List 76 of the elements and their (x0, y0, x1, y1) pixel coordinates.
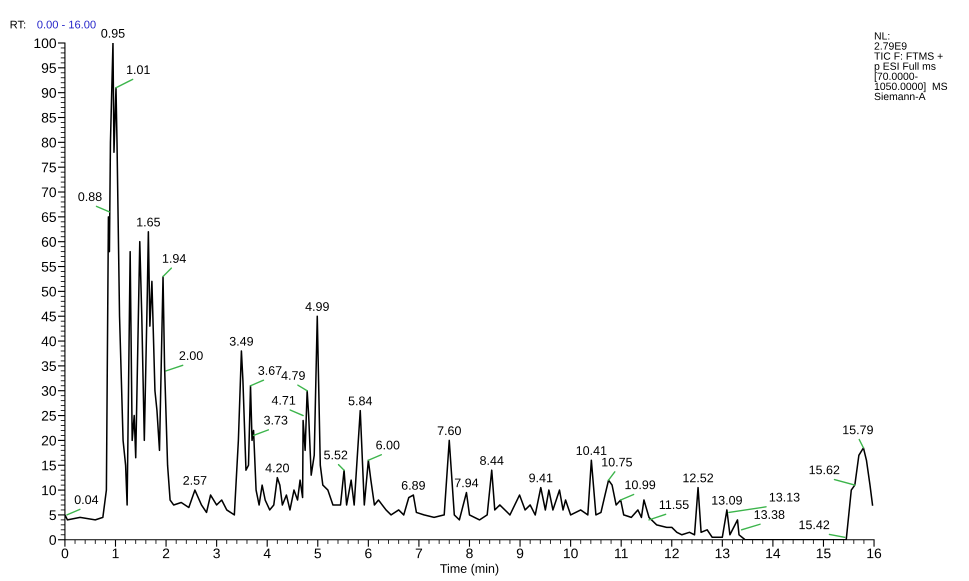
y-tick-label: 95 (42, 63, 56, 73)
annotation: 8.44 (480, 456, 504, 465)
x-tick-label: 3 (213, 548, 220, 558)
annotation: 10.41 (576, 446, 606, 456)
annotation: 1.01 (127, 65, 150, 74)
annotation: 13.09 (712, 496, 742, 505)
annotation: 9.41 (529, 473, 552, 482)
y-tick-label: 20 (42, 436, 56, 446)
annotation: 0.88 (78, 192, 102, 202)
y-tick-label: 35 (42, 361, 56, 372)
annotation: 0.95 (101, 28, 125, 38)
y-tick-label: 70 (42, 187, 56, 198)
x-tick-label: 7 (416, 548, 422, 558)
annotation: 3.49 (230, 336, 253, 346)
x-tick-label: 8 (466, 548, 473, 558)
y-tick-label: 15 (42, 460, 56, 470)
text: 0.00 - 16.00 (37, 20, 96, 28)
text: RT: (10, 20, 26, 28)
annotation: 2.57 (183, 476, 206, 485)
annotation: 13.13 (770, 492, 800, 502)
annotation: 2.00 (180, 351, 203, 360)
x-tick-label: 10 (564, 548, 578, 558)
y-tick-label: 90 (42, 88, 56, 98)
annotation: 10.75 (602, 458, 632, 467)
annotation: 6.00 (376, 440, 400, 450)
annotation: 3.67 (258, 366, 282, 375)
y-tick-label: 55 (42, 262, 56, 272)
x-tick-label: 6 (365, 548, 372, 558)
x-tick-label: 13 (716, 548, 730, 558)
x-tick-label: 11 (615, 548, 628, 558)
annotation: 10.99 (625, 480, 656, 490)
annotation: 4.79 (281, 371, 305, 380)
annotation: 3.73 (264, 416, 288, 425)
x-tick-label: 16 (867, 548, 882, 558)
y-tick-label: 50 (42, 286, 56, 297)
annotation: 11.55 (660, 500, 689, 510)
y-tick-label: 25 (42, 410, 56, 421)
y-tick-label: 45 (41, 312, 56, 322)
annotation: 1.65 (137, 218, 160, 227)
x-tick-label: 14 (766, 548, 780, 558)
x-tick-label: 5 (314, 548, 322, 558)
y-tick-label: 65 (42, 212, 56, 222)
annotation: 6.89 (402, 480, 425, 490)
annotation: 13.38 (754, 510, 784, 520)
annotation: 15.62 (810, 465, 840, 474)
x-tick-label: 1 (112, 548, 119, 558)
y-tick-label: 10 (42, 485, 56, 496)
x-tick-label: 9 (516, 548, 524, 558)
x-tick-label: 15 (816, 548, 831, 558)
x-tick-label: 12 (665, 548, 679, 558)
x-tick-label: 2 (162, 548, 170, 558)
y-tick-label: 80 (42, 138, 56, 148)
annotation: 5.84 (348, 396, 372, 406)
x-tick-label: 0 (62, 548, 68, 558)
y-tick-label: 5 (49, 510, 56, 520)
y-tick-label: 85 (42, 112, 56, 123)
annotation: 4.99 (305, 302, 329, 311)
annotation: 12.52 (683, 473, 714, 482)
y-tick-label: 30 (42, 386, 56, 396)
x-tick-label: 4 (264, 548, 271, 558)
y-tick-label: 60 (42, 237, 56, 247)
y-tick-label: 0 (49, 535, 56, 545)
y-tick-label: 75 (42, 162, 56, 172)
y-tick-label: 100 (34, 38, 56, 48)
x-axis-title: Time (min) (440, 564, 498, 576)
y-tick-label: 40 (41, 336, 56, 346)
annotation: 7.60 (438, 426, 461, 436)
annotation: 0.04 (74, 495, 98, 504)
annotation: 5.52 (324, 450, 348, 460)
annotation: 7.94 (454, 478, 478, 488)
annotation: 1.94 (162, 254, 186, 263)
annotation: 15.42 (799, 520, 830, 530)
annotation: 4.20 (265, 464, 289, 472)
annotation: 15.79 (843, 425, 873, 434)
annotation: 4.71 (272, 396, 296, 405)
text: NL: 2.79E9 TIC F: FTMS + p ESI Full ms [70.0000- 1050.0000] MS Siemann-A (874, 32, 948, 100)
